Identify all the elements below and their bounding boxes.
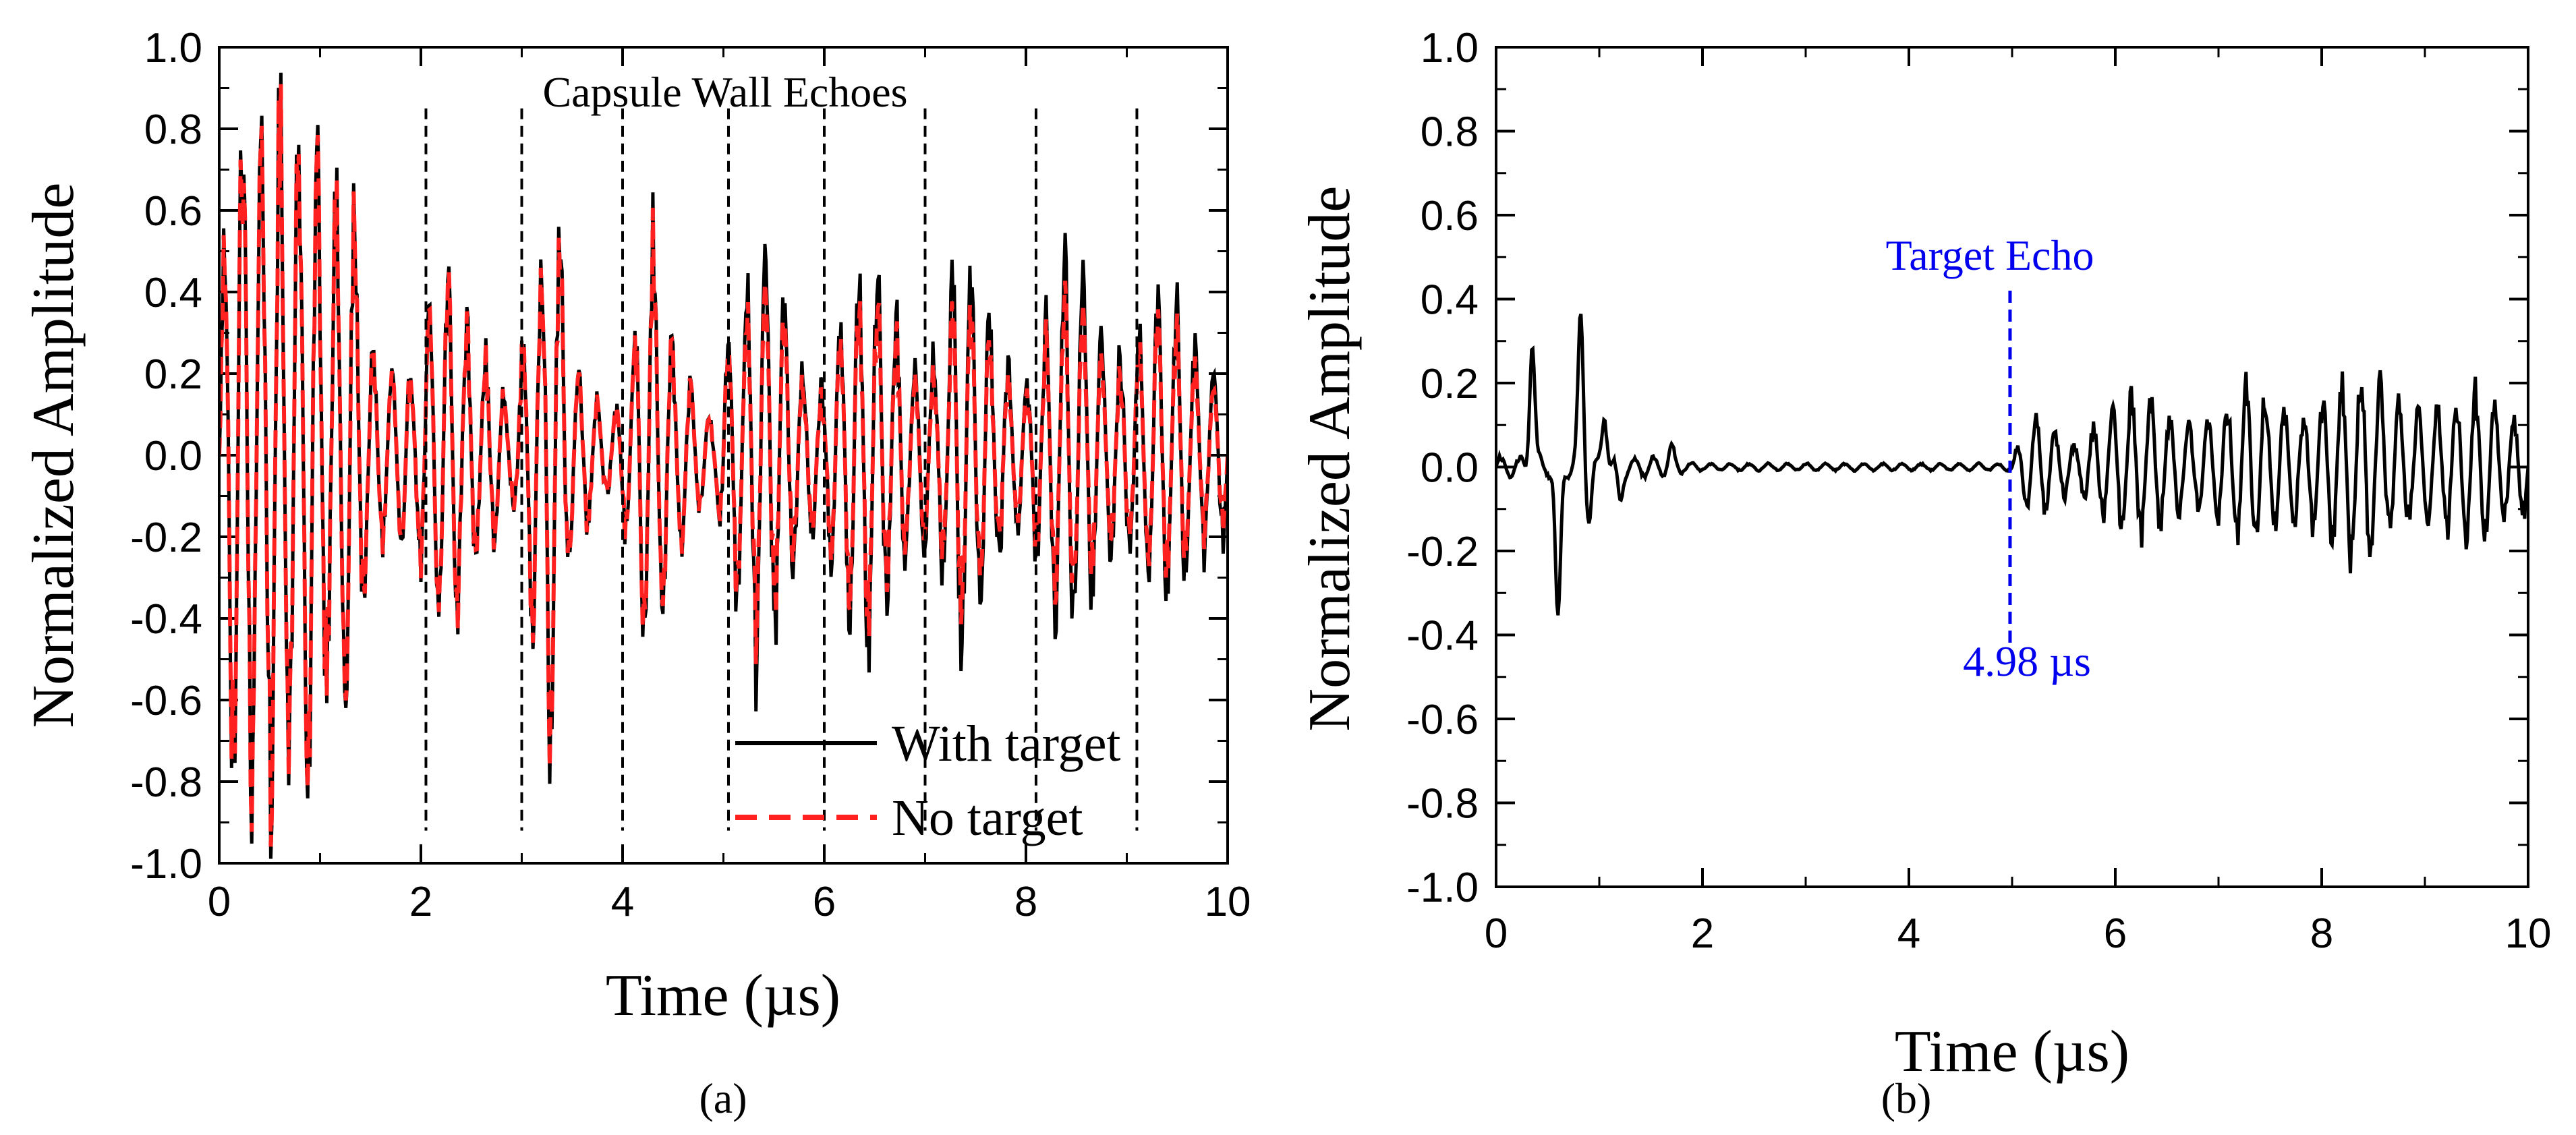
x-tick-label: 2 [409,879,432,925]
panel-a-label: (a) [699,1074,747,1122]
x-tick-label: 4 [611,879,634,925]
y-tick-label: 1.0 [144,25,202,71]
panel-b-plot-frame [1495,46,2529,888]
panel-b-series [1496,313,2528,616]
y-tick-label: 0.6 [144,188,202,235]
panel-b-y-axis-title: Normalized Amplitude [1297,186,1363,732]
y-tick-label: 0.0 [144,433,202,479]
y-tick-label: -0.2 [130,515,202,561]
panel-a-plot-frame [218,46,1229,865]
x-tick-label: 4 [1897,910,1920,957]
y-tick-label: -0.2 [1406,529,1479,575]
legend-label-no-target: No target [892,790,1083,846]
y-tick-label: -0.6 [1406,697,1479,743]
x-tick-label: 2 [1691,910,1714,957]
panel-a-ticks: 0 2 4 6 8 10 1.0 0.8 0.6 0.4 0.2 0.0 -0.2 -0.4 -0.6 -0.… [130,25,1251,925]
y-tick-label: 0.4 [144,270,202,316]
x-tick-label: 0 [1485,910,1508,957]
legend-label-with-target: With target [892,716,1121,772]
y-tick-label: -1.0 [1406,865,1479,911]
panel-a: 0 2 4 6 8 10 1.0 0.8 0.6 0.4 0.2 0.0 -0.2 -0.4 -0.6 -0.… [21,25,1251,1122]
y-tick-label: 1.0 [1421,25,1479,71]
series-no-target [219,84,1228,847]
y-tick-label: -0.6 [130,678,202,724]
panel-a-series [219,72,1228,859]
y-tick-label: 0.6 [1421,193,1479,239]
y-tick-label: 0.4 [1421,277,1479,324]
x-tick-label: 6 [2104,910,2127,957]
y-tick-label: 0.2 [1421,361,1479,407]
y-tick-label: 0.8 [1421,109,1479,156]
panel-b-annotation-time-value: 4.98 µs [1963,637,2091,685]
x-tick-label: 0 [208,879,231,925]
y-tick-label: 0.0 [1421,445,1479,492]
panel-a-echo-markers [424,108,1139,831]
panel-b-label: (b) [1881,1074,1932,1122]
x-tick-label: 10 [1205,879,1251,925]
panel-b-x-axis-title: Time (µs) [1895,1019,2129,1084]
x-tick-label: 8 [2310,910,2333,957]
series-signal [1496,313,2528,616]
y-tick-label: -0.8 [1406,781,1479,827]
panel-a-y-axis-title: Normalized Amplitude [21,183,86,728]
panel-a-legend: With target No target [735,716,1121,846]
panel-b-ticks: 0 2 4 6 8 10 1.0 0.8 0.6 0.4 0.2 0.0 -0.2 -0.4 -0.6 -0.… [1406,25,2551,957]
panel-b: 0 2 4 6 8 10 1.0 0.8 0.6 0.4 0.2 0.0 -0.2 -0.4 -0.6 -0.… [1297,25,2551,1122]
x-tick-label: 8 [1014,879,1037,925]
y-tick-label: -0.4 [1406,613,1479,660]
panel-a-annotation-capsule-wall-echoes: Capsule Wall Echoes [542,68,907,116]
x-tick-label: 10 [2505,910,2552,957]
x-tick-label: 6 [813,879,836,925]
y-tick-label: -0.4 [130,596,202,643]
y-tick-label: 0.8 [144,107,202,153]
y-tick-label: 0.2 [144,351,202,398]
y-tick-label: -0.8 [130,759,202,806]
y-tick-label: -1.0 [130,841,202,887]
panel-a-x-axis-title: Time (µs) [606,963,840,1028]
panel-b-annotation-target-echo: Target Echo [1886,231,2094,279]
